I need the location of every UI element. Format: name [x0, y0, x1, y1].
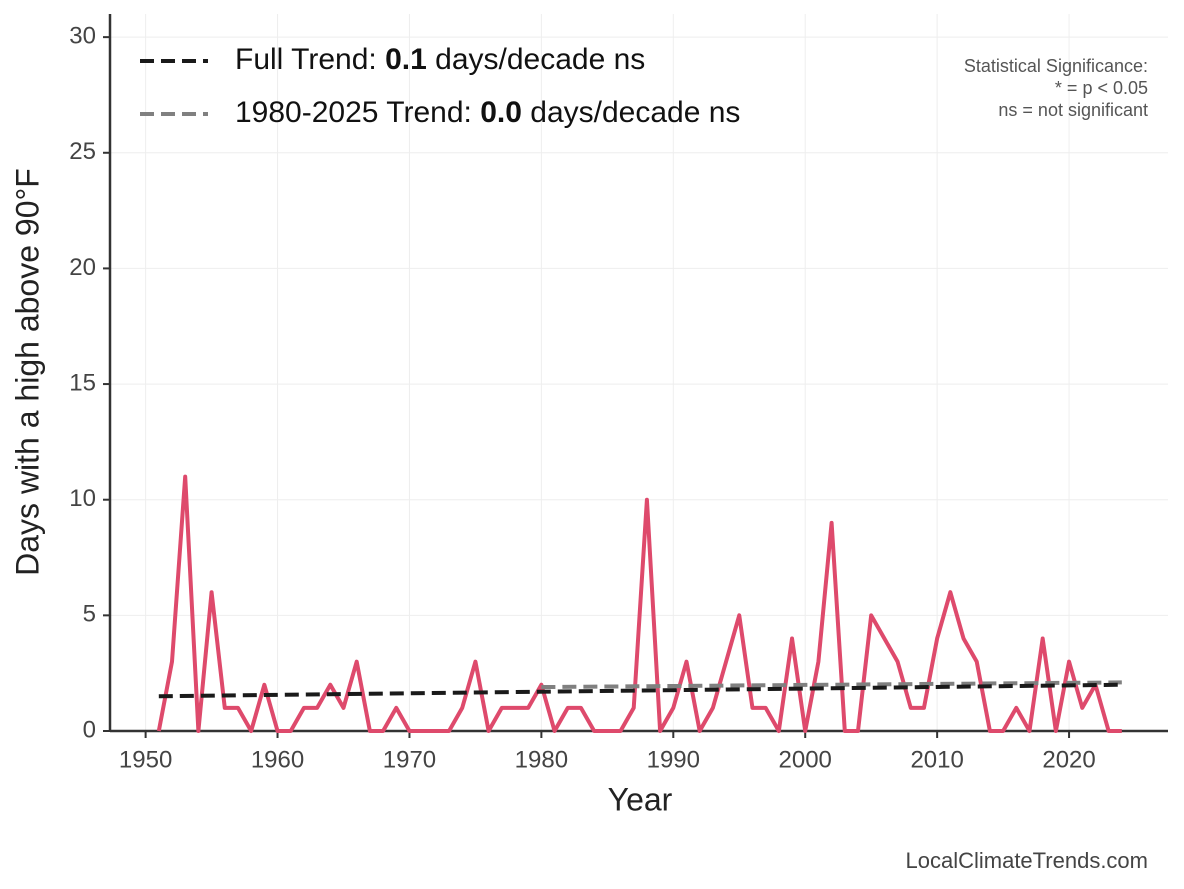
y-tick-label: 30 — [69, 22, 96, 49]
legend-trend: 0.1 — [385, 43, 427, 76]
source: LocalClimateTrends.com — [906, 848, 1149, 873]
legend-entry: 1980-2025 Trend: 0.0 days/decade ns — [235, 96, 740, 129]
y-tick-label: 0 — [83, 716, 96, 743]
annotation: * = p < 0.05 — [1055, 78, 1148, 98]
legend-label: Full Trend: — [235, 43, 377, 76]
legend-trend: 0.0 — [480, 96, 522, 129]
x-tick-label: 2010 — [910, 746, 963, 773]
x-axis-label: Year — [608, 781, 673, 817]
y-tick-label: 10 — [69, 485, 96, 512]
x-tick-label: 1980 — [515, 746, 568, 773]
y-tick-label: 15 — [69, 369, 96, 396]
y-tick-label: 20 — [69, 254, 96, 281]
x-tick-label: 1960 — [251, 746, 304, 773]
x-tick-label: 1970 — [383, 746, 436, 773]
trend-line — [158, 682, 1122, 699]
y-tick-label: 5 — [83, 601, 96, 628]
legend-label: 1980-2025 Trend: — [235, 96, 472, 129]
x-tick-label: 2000 — [779, 746, 832, 773]
annotation: ns = not significant — [998, 100, 1148, 120]
x-tick-label: 1990 — [647, 746, 700, 773]
y-tick-label: 25 — [69, 138, 96, 165]
trend-line — [541, 680, 1122, 690]
data-line — [156, 474, 1122, 733]
x-tick-label: 1950 — [119, 746, 172, 773]
legend-unit: days/decade ns — [530, 96, 740, 129]
y-axis-label: Days with a high above 90°F — [9, 168, 45, 576]
legend-unit: days/decade ns — [435, 43, 645, 76]
x-tick-label: 2020 — [1042, 746, 1095, 773]
annotation: Statistical Significance: — [964, 56, 1148, 76]
legend-entry: Full Trend: 0.1 days/decade ns — [235, 43, 645, 76]
